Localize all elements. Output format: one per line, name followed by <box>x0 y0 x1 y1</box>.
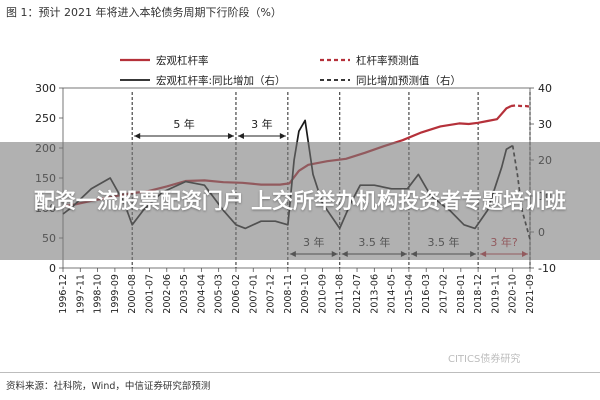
y-left-tick-label: 300 <box>35 82 56 95</box>
x-tick-label: 2018-01 <box>456 274 467 314</box>
x-tick-label: 2021-09 <box>525 274 536 314</box>
x-tick-label: 1998-10 <box>93 274 104 314</box>
x-tick-label: 2001-07 <box>144 274 155 314</box>
x-tick-label: 1999-09 <box>110 274 121 314</box>
x-tick-label: 2009-10 <box>300 274 311 314</box>
source-divider <box>0 372 600 373</box>
legend-label: 同比增加预测值（右） <box>356 74 461 87</box>
x-tick-label: 2013-06 <box>369 274 380 314</box>
x-tick-label: 2002-06 <box>162 274 173 314</box>
phase-arrow-head-left <box>134 133 141 139</box>
phase-label: 5 年 <box>173 117 195 131</box>
overlay-text: 配资一流股票配资门户 上交所举办机构投资者专题培训班 <box>33 189 567 213</box>
x-tick-label: 2016-03 <box>421 274 432 314</box>
x-tick-label: 1997-11 <box>75 274 86 314</box>
legend-label: 宏观杠杆率:同比增加（右） <box>156 74 286 87</box>
x-tick-label: 2003-05 <box>179 274 190 314</box>
x-tick-label: 2014-05 <box>387 274 398 314</box>
x-tick-label: 2011-08 <box>335 274 346 314</box>
source-note: 资料来源：社科院，Wind，中信证券研究部预测 <box>6 381 211 392</box>
x-tick-label: 2005-03 <box>214 274 225 314</box>
x-tick-label: 2006-02 <box>231 274 242 314</box>
series-line-1 <box>510 104 531 108</box>
x-tick-label: 2000-08 <box>127 274 138 314</box>
legend-label: 宏观杠杆率 <box>156 54 209 67</box>
x-tick-label: 2018-12 <box>473 274 484 314</box>
x-tick-label: 2010-09 <box>317 274 328 314</box>
x-tick-label: 2007-01 <box>248 274 259 314</box>
x-tick-label: 2017-02 <box>439 274 450 314</box>
y-right-tick-label: 40 <box>538 82 552 95</box>
y-right-tick-label: -10 <box>538 262 556 275</box>
y-left-tick-label: 250 <box>35 112 56 125</box>
phase-arrow-head-left <box>237 133 244 139</box>
overlay-banner: 配资一流股票配资门户 上交所举办机构投资者专题培训班 <box>0 142 600 260</box>
x-tick-label: 1996-12 <box>58 274 69 314</box>
axis-labels: 050100150200250300-100102030401996-12199… <box>35 82 556 314</box>
legend-label: 杠杆率预测值 <box>356 54 419 67</box>
x-tick-label: 2019-11 <box>490 274 501 314</box>
x-tick-label: 2007-12 <box>266 274 277 314</box>
figure-title: 图 1：预计 2021 年将进入本轮债务周期下行阶段（%） <box>6 6 282 19</box>
x-tick-label: 2020-10 <box>508 274 519 314</box>
phase-arrow-head-right <box>279 133 286 139</box>
phase-label: 3 年 <box>251 117 273 131</box>
x-tick-label: 2012-07 <box>352 274 363 314</box>
watermark: CITICS债券研究 <box>448 354 521 365</box>
y-right-tick-label: 30 <box>538 118 552 131</box>
x-tick-label: 2015-04 <box>404 274 415 314</box>
y-left-tick-label: 0 <box>49 262 56 275</box>
x-tick-label: 2004-04 <box>196 274 207 314</box>
phase-arrow-head-right <box>227 133 234 139</box>
x-tick-label: 2008-11 <box>283 274 294 314</box>
